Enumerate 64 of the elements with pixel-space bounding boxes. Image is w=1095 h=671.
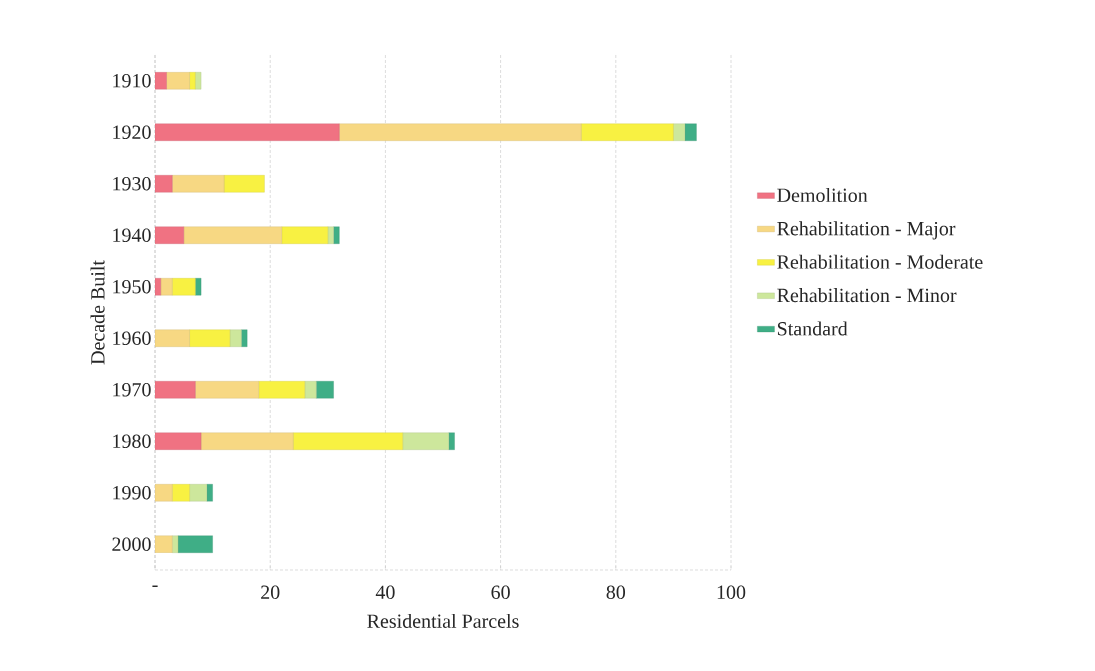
bar: [177, 535, 213, 553]
y-tick-label: 1990: [113, 486, 151, 500]
bar: [155, 329, 190, 347]
legend-label: Rehabilitation - Moderate: [777, 254, 983, 269]
x-tick-label: 40: [375, 585, 395, 600]
x-tick-label: 100: [717, 585, 746, 600]
bar: [172, 175, 225, 193]
legend-label: Rehabilitation - Major: [777, 221, 956, 240]
bar: [581, 123, 674, 141]
bar: [304, 381, 317, 399]
y-tick-label: 1930: [113, 177, 151, 191]
bar: [402, 432, 449, 450]
bar: [155, 123, 340, 141]
bar: [258, 381, 305, 399]
bar: [189, 329, 231, 347]
bar: [155, 535, 173, 553]
bar: [281, 226, 328, 244]
bar: [195, 278, 202, 296]
bar: [339, 123, 582, 141]
bar: [223, 175, 265, 193]
x-tick-label: -: [152, 585, 158, 588]
legend-label: Rehabilitation - Minor: [777, 288, 957, 303]
bar: [293, 432, 403, 450]
bar: [166, 72, 190, 90]
x-tick-label: 20: [261, 585, 280, 600]
y-tick-label: 1970: [113, 383, 151, 397]
bar: [172, 535, 179, 553]
legend-label: Demolition: [777, 187, 868, 203]
bar: [195, 381, 259, 399]
y-tick-label: 1950: [113, 280, 151, 294]
bar: [229, 329, 242, 347]
x-tick-label: 60: [491, 585, 510, 600]
bar: [155, 484, 173, 502]
y-tick-label: 1940: [113, 228, 151, 242]
y-axis-title: Decade Built: [90, 260, 105, 365]
bar: [183, 226, 282, 244]
bar: [155, 432, 202, 450]
bar: [241, 329, 248, 347]
bar: [673, 123, 686, 141]
y-tick-label: 1960: [113, 331, 151, 345]
bar: [160, 278, 173, 296]
bar: [189, 72, 196, 90]
bar: [155, 381, 196, 399]
bar: [155, 226, 184, 244]
bar: [333, 226, 340, 244]
bar: [172, 484, 190, 502]
x-axis-title: Residential Parcels: [367, 613, 519, 628]
bar: [155, 72, 167, 90]
bar: [206, 484, 213, 502]
y-tick-label: 1910: [113, 74, 151, 88]
bar: [172, 278, 196, 296]
bar: [200, 432, 294, 450]
bar: [155, 175, 173, 193]
y-tick-label: 1920: [113, 125, 151, 139]
x-tick-label: 80: [606, 585, 626, 600]
bar: [684, 123, 697, 141]
bar: [195, 72, 202, 90]
y-tick-label: 1980: [113, 434, 151, 448]
bar: [316, 381, 334, 399]
y-tick-label: 2000: [112, 537, 151, 551]
bar: [327, 226, 334, 244]
legend-label: Standard: [777, 321, 848, 336]
bar: [189, 484, 207, 502]
bar: [448, 432, 455, 450]
